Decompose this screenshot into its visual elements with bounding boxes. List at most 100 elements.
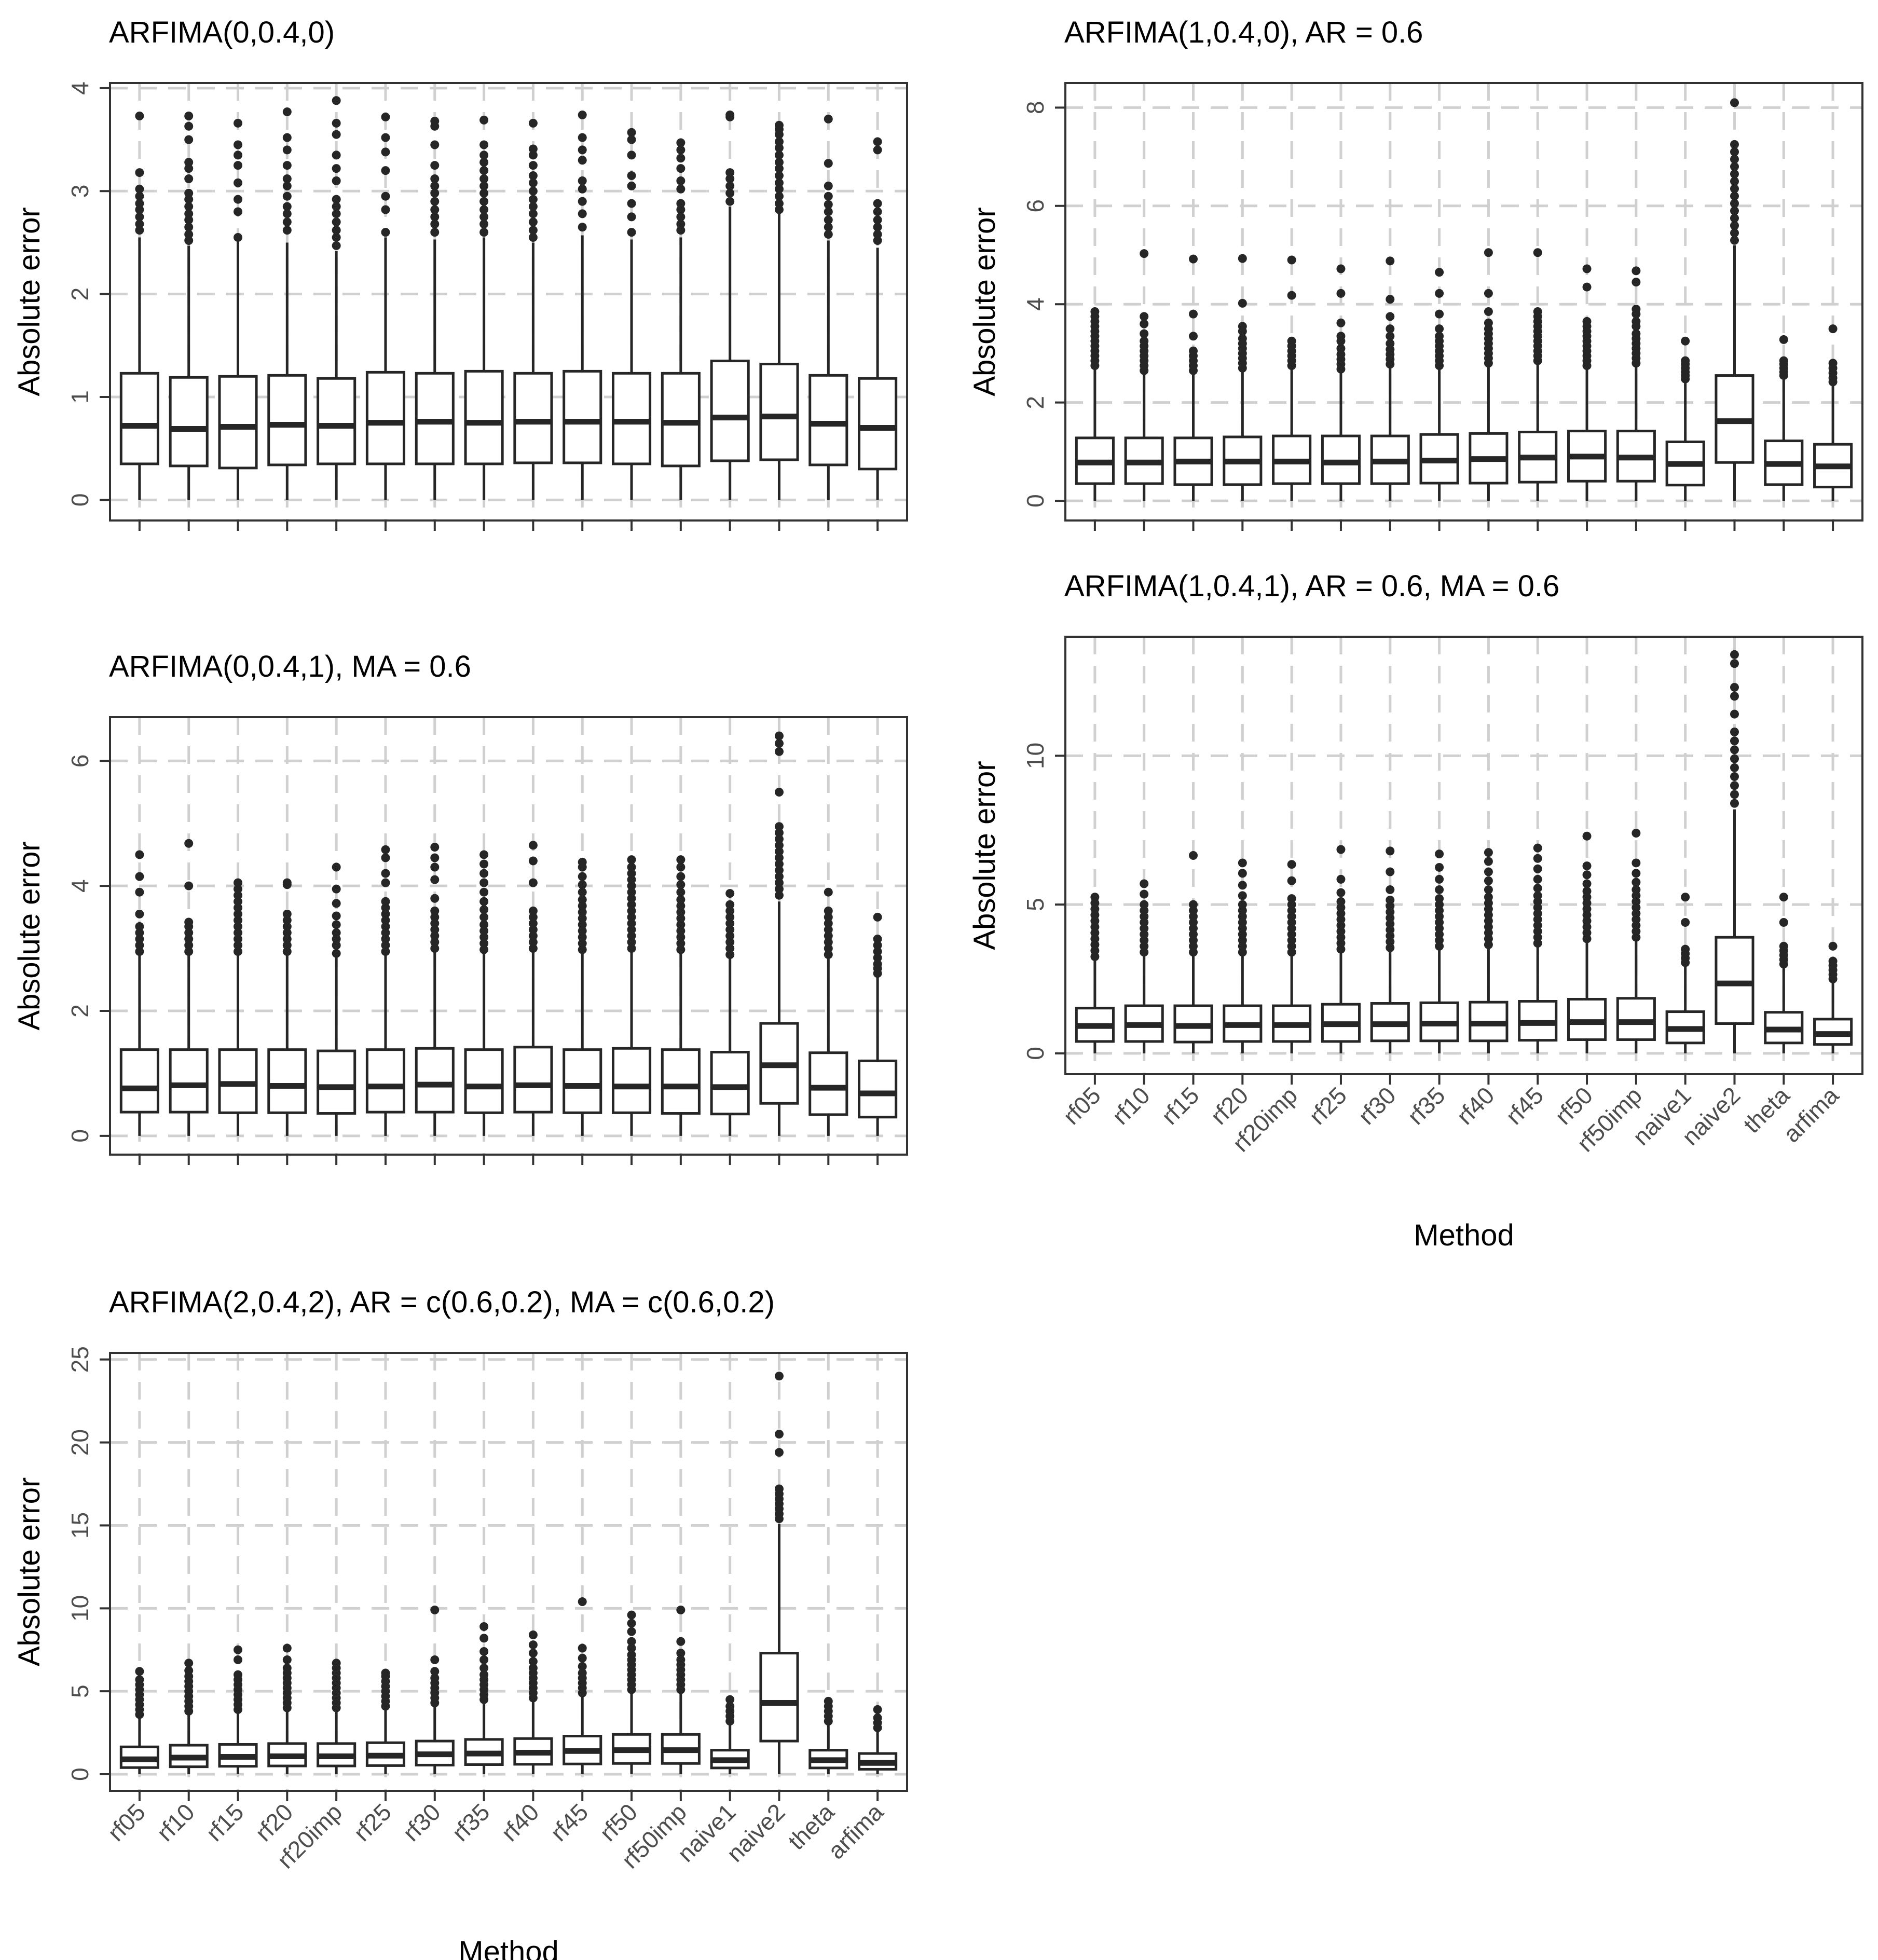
outlier-point <box>234 118 243 128</box>
box-arfima <box>1813 941 1853 1053</box>
outlier-point <box>479 174 489 183</box>
y-tick-label: 15 <box>66 1512 93 1539</box>
outlier-point <box>873 223 882 232</box>
outlier-point <box>1386 324 1395 334</box>
outlier-point <box>1730 659 1739 668</box>
panel-border <box>1064 636 1863 1075</box>
outlier-point <box>627 862 636 872</box>
iqr-box <box>710 1050 750 1116</box>
outlier-point <box>184 209 194 218</box>
outlier-point <box>578 197 587 206</box>
box-rf20imp <box>317 1659 357 1775</box>
outlier-point <box>1435 268 1444 277</box>
outlier-point <box>578 184 587 194</box>
outlier-point <box>627 944 636 953</box>
outlier-point <box>1386 896 1395 905</box>
outlier-point <box>774 1430 784 1439</box>
y-tick-label: 6 <box>1022 199 1049 213</box>
box-rf50 <box>1567 831 1607 1053</box>
y-tick-label: 20 <box>66 1429 93 1456</box>
box-rf50 <box>611 1610 652 1775</box>
box-rf05 <box>1075 307 1115 501</box>
outlier-point <box>873 935 882 944</box>
outlier-point <box>1287 291 1296 300</box>
outlier-point <box>1386 867 1395 876</box>
outlier-point <box>528 919 538 928</box>
outlier-point <box>430 1667 440 1676</box>
outlier-point <box>332 911 341 921</box>
outlier-point <box>184 121 194 131</box>
outlier-point <box>1681 356 1690 365</box>
box-rf20 <box>1223 858 1263 1053</box>
outlier-point <box>774 1484 784 1493</box>
outlier-point <box>430 875 440 884</box>
x-tick-label: rf45 <box>1500 1081 1548 1130</box>
outlier-point <box>282 909 292 919</box>
outlier-point <box>135 191 144 201</box>
outlier-point <box>234 1670 243 1679</box>
outlier-point <box>578 880 587 889</box>
outlier-point <box>774 1372 784 1381</box>
outlier-point <box>774 884 784 894</box>
outlier-point <box>381 869 390 878</box>
outlier-point <box>873 960 882 969</box>
outlier-point <box>234 915 243 925</box>
outlier-point <box>1336 897 1346 906</box>
outlier-point <box>725 168 735 177</box>
outlier-point <box>1336 845 1346 854</box>
outlier-point <box>627 135 636 144</box>
panel-border <box>109 716 908 1156</box>
outlier-point <box>1435 309 1444 319</box>
outlier-point <box>1484 893 1493 902</box>
outlier-point <box>774 178 784 187</box>
outlier-point <box>1238 858 1247 868</box>
outlier-point <box>1730 147 1739 157</box>
outlier-point <box>234 890 243 900</box>
outlier-point <box>430 161 440 170</box>
outlier-point <box>430 197 440 206</box>
outlier-point <box>627 912 636 922</box>
outlier-point <box>135 111 144 120</box>
outlier-point <box>135 1667 144 1676</box>
iqr-box <box>808 1051 848 1116</box>
outlier-point <box>873 953 882 963</box>
outlier-point <box>430 862 440 872</box>
outlier-point <box>1828 956 1838 966</box>
outlier-point <box>725 889 735 898</box>
outlier-point <box>234 1645 243 1654</box>
box-rf20 <box>1223 254 1263 501</box>
x-tick-label: arfima <box>823 1798 888 1864</box>
box-naive2 <box>759 1372 799 1775</box>
outlier-point <box>627 855 636 865</box>
outlier-point <box>528 118 538 128</box>
outlier-point <box>234 195 243 204</box>
outlier-point <box>1484 307 1493 316</box>
outlier-point <box>578 901 587 911</box>
outlier-point <box>824 114 833 124</box>
outlier-point <box>1730 176 1739 186</box>
outlier-point <box>1582 282 1592 292</box>
outlier-point <box>528 944 538 953</box>
outlier-point <box>774 739 784 748</box>
outlier-point <box>1336 344 1346 353</box>
outlier-point <box>1681 336 1690 346</box>
outlier-point <box>381 166 390 175</box>
y-tick-label: 0 <box>1022 1047 1049 1060</box>
outlier-point <box>676 1606 686 1615</box>
outlier-point <box>774 1448 784 1457</box>
outlier-point <box>234 884 243 894</box>
panel-border <box>109 82 908 522</box>
outlier-point <box>234 947 243 956</box>
outlier-point <box>774 120 784 130</box>
outlier-point <box>184 195 194 204</box>
outlier-point <box>234 878 243 887</box>
outlier-point <box>774 164 784 173</box>
iqr-box <box>464 369 504 465</box>
outlier-point <box>725 1695 735 1704</box>
iqr-box <box>169 1048 209 1114</box>
outlier-point <box>1140 336 1149 346</box>
outlier-point <box>627 1637 636 1646</box>
outlier-point <box>627 919 636 928</box>
outlier-point <box>184 947 194 956</box>
